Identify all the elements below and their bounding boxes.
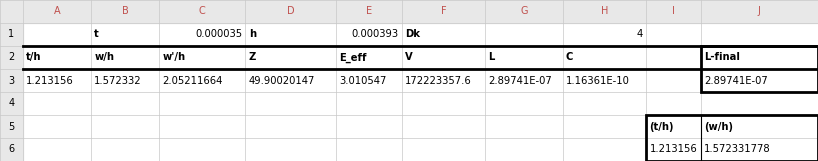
Text: C: C [199, 6, 205, 16]
Bar [485, 0, 563, 23]
Bar [23, 0, 91, 23]
Text: Dk: Dk [405, 29, 420, 39]
Text: A: A [53, 6, 60, 16]
Text: 1.16361E-10: 1.16361E-10 [566, 76, 630, 85]
Bar [0, 69, 23, 92]
Text: w/h: w/h [94, 52, 115, 62]
Text: (t/h): (t/h) [649, 122, 674, 132]
Text: t: t [94, 29, 99, 39]
Text: 0.000035: 0.000035 [195, 29, 242, 39]
Bar [646, 115, 818, 161]
Text: I: I [672, 6, 675, 16]
Text: h: h [249, 29, 256, 39]
Bar [701, 0, 818, 23]
Bar [701, 46, 818, 92]
Text: L-final: L-final [704, 52, 740, 62]
Text: 49.90020147: 49.90020147 [249, 76, 315, 85]
Text: D: D [287, 6, 294, 16]
Text: F: F [441, 6, 447, 16]
Bar [402, 0, 485, 23]
Bar [245, 0, 336, 23]
Text: 1: 1 [8, 29, 15, 39]
Text: H: H [600, 6, 608, 16]
Text: 1.213156: 1.213156 [649, 145, 697, 155]
Bar [563, 0, 646, 23]
Text: (w/h): (w/h) [704, 122, 733, 132]
Text: 2: 2 [8, 52, 15, 62]
Text: 3.010547: 3.010547 [339, 76, 387, 85]
Text: 4: 4 [8, 99, 15, 109]
Text: B: B [122, 6, 128, 16]
Text: 2.89741E-07: 2.89741E-07 [704, 76, 768, 85]
Bar [159, 0, 245, 23]
Text: 1.572331778: 1.572331778 [704, 145, 771, 155]
Text: 4: 4 [636, 29, 643, 39]
Text: w'/h: w'/h [162, 52, 186, 62]
Text: E_eff: E_eff [339, 52, 367, 63]
Text: 172223357.6: 172223357.6 [405, 76, 472, 85]
Text: 2.05211664: 2.05211664 [162, 76, 222, 85]
Text: Z: Z [249, 52, 256, 62]
Bar [0, 0, 23, 23]
Text: 3: 3 [8, 76, 15, 85]
Text: V: V [405, 52, 413, 62]
Bar [0, 138, 23, 161]
Bar [91, 0, 159, 23]
Text: G: G [520, 6, 528, 16]
Bar [0, 92, 23, 115]
Text: 1.572332: 1.572332 [94, 76, 142, 85]
Text: C: C [566, 52, 573, 62]
Text: E: E [366, 6, 372, 16]
Text: 6: 6 [8, 145, 15, 155]
Bar [0, 23, 23, 46]
Bar [0, 115, 23, 138]
Text: 5: 5 [8, 122, 15, 132]
Text: L: L [488, 52, 495, 62]
Bar [0, 46, 23, 69]
Bar [336, 0, 402, 23]
Text: 2.89741E-07: 2.89741E-07 [488, 76, 552, 85]
Text: 0.000393: 0.000393 [352, 29, 398, 39]
Bar [0, 0, 23, 23]
Text: 1.213156: 1.213156 [26, 76, 74, 85]
Bar [646, 0, 701, 23]
Text: J: J [758, 6, 761, 16]
Text: t/h: t/h [26, 52, 42, 62]
